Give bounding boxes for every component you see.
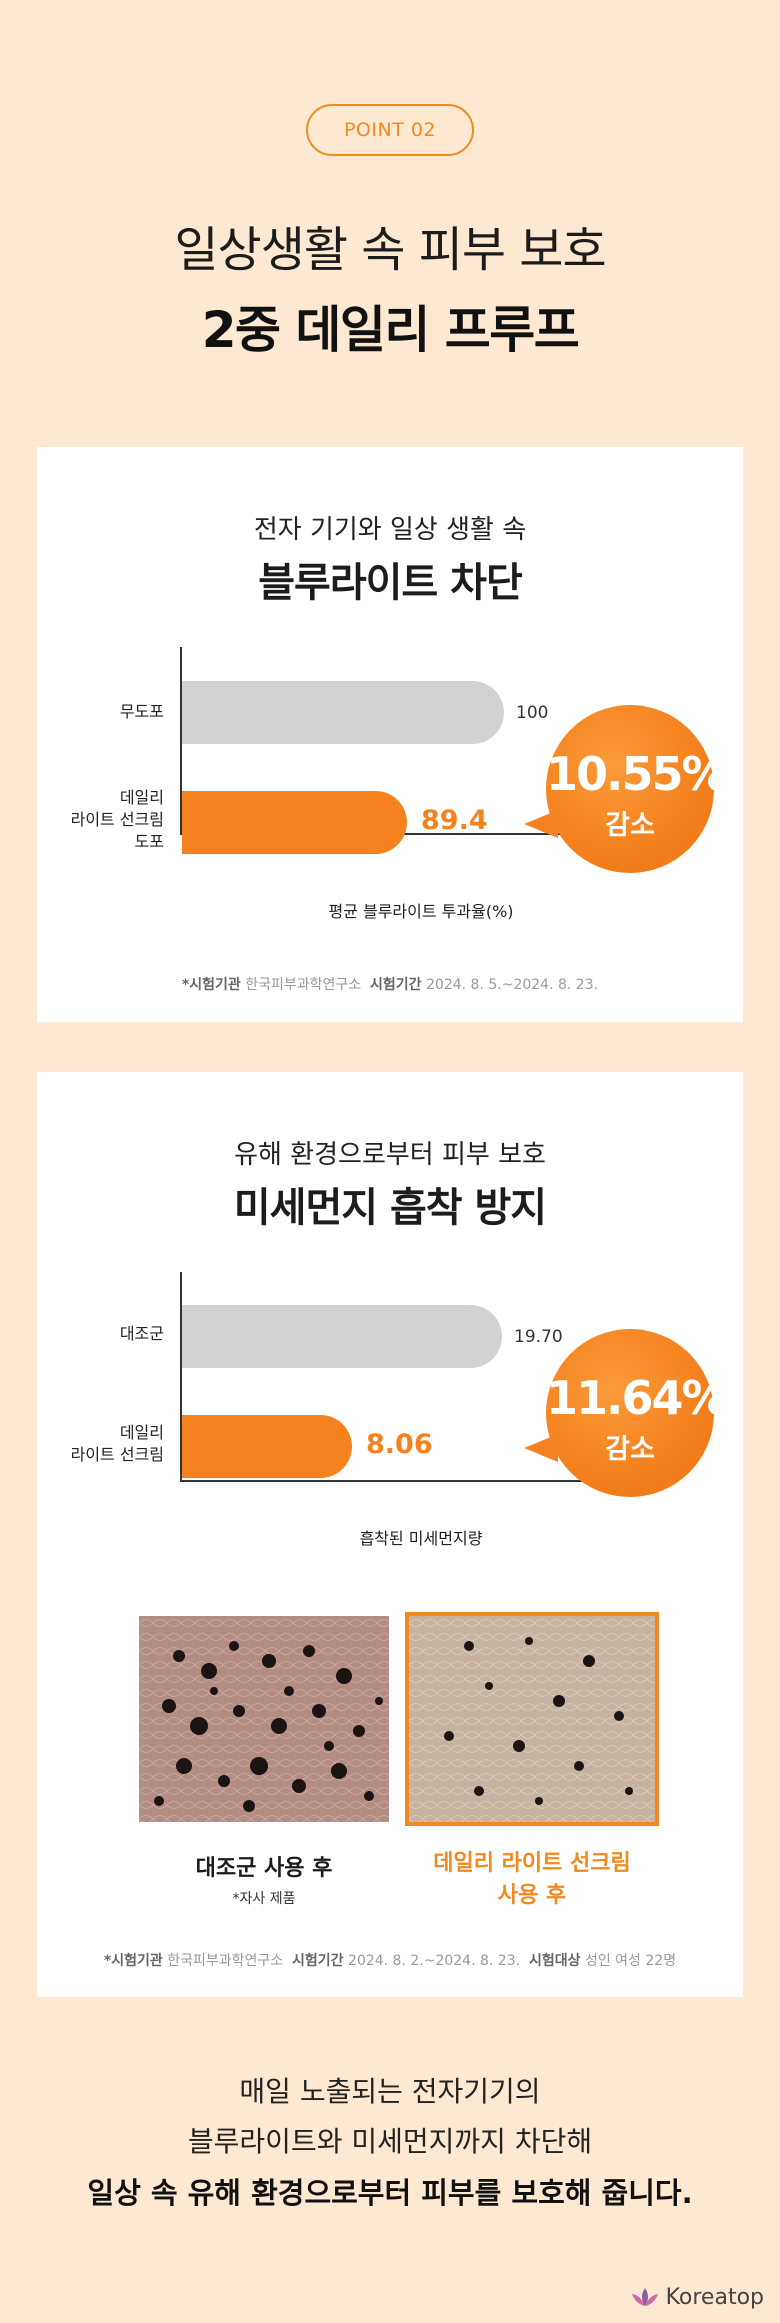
- footer-line1: 매일 노출되는 전자기기의: [239, 2075, 541, 2108]
- control-photo-note: *자사 제품: [232, 1891, 296, 1907]
- card2-category-label-1: 데일리 라이트 선크림: [70, 1423, 164, 1464]
- card2-value-label-1: 8.06: [366, 1429, 433, 1460]
- brand-logo: Koreatop: [630, 2285, 764, 2310]
- sunscreen-photo-caption: 데일리 라이트 선크림 사용 후: [433, 1851, 631, 1908]
- card2-x-caption: 흡착된 미세먼지량: [359, 1529, 483, 1548]
- card2-subtitle: 유해 환경으로부터 피부 보호: [234, 1140, 546, 1170]
- card1-value-label-1: 89.4: [421, 805, 488, 836]
- card1-category-label-1: 데일리 라이트 선크림 도포: [70, 788, 164, 851]
- card2-bar-1: [182, 1415, 352, 1478]
- card1-bar-1: [182, 791, 407, 854]
- card2-y-axis: [180, 1272, 182, 1482]
- card1-x-caption: 평균 블루라이트 투과율(%): [328, 902, 514, 921]
- control-skin-photo: [139, 1616, 389, 1822]
- card1-title: 블루라이트 차단: [258, 560, 523, 606]
- footer-line3: 일상 속 유해 환경으로부터 피부를 보호해 줍니다.: [87, 2176, 693, 2210]
- point-badge: POINT 02: [306, 104, 474, 156]
- card1-subtitle: 전자 기기와 일상 생활 속: [253, 515, 527, 545]
- card2-chart: 대조군 데일리 라이트 선크림 19.70 8.06 11.64% 감소 흡착된…: [37, 1072, 743, 1572]
- control-photo-caption: 대조군 사용 후: [195, 1856, 333, 1881]
- blue-light-card: 전자 기기와 일상 생활 속 블루라이트 차단 무도포 데일리 라이트 선크림 …: [37, 447, 743, 1022]
- card1-reduction-bubble: 10.55% 감소: [546, 705, 728, 873]
- card2-reduction-bubble: 11.64% 감소: [546, 1329, 728, 1497]
- card2-title: 미세먼지 흡착 방지: [233, 1185, 547, 1231]
- card2-reduction-label: 감소: [605, 1434, 655, 1465]
- card2-category-label-0: 대조군: [119, 1324, 164, 1343]
- card1-x-axis: [180, 833, 662, 835]
- card1-reduction-value: 10.55%: [546, 747, 728, 801]
- card1-y-axis: [180, 647, 182, 835]
- card1-test-note: *시험기관 한국피부과학연구소 시험기간 2024. 8. 5.~2024. 8…: [181, 977, 599, 993]
- footer-line2: 블루라이트와 미세먼지까지 차단해: [187, 2125, 593, 2158]
- fine-dust-card: 유해 환경으로부터 피부 보호 미세먼지 흡착 방지 대조군 데일리 라이트 선…: [37, 1072, 743, 1997]
- lotus-icon: [631, 2287, 658, 2306]
- card2-reduction-value: 11.64%: [546, 1371, 728, 1425]
- card2-test-note: *시험기관 한국피부과학연구소 시험기간 2024. 8. 2.~2024. 8…: [103, 1953, 677, 1969]
- card1-chart: 무도포 데일리 라이트 선크림 도포 100 89.4 10.55% 감소 평균…: [37, 447, 743, 1022]
- card2-value-label-0: 19.70: [514, 1327, 563, 1347]
- card1-category-label-0: 무도포: [119, 702, 164, 721]
- card1-bar-0: [182, 681, 504, 744]
- card1-value-label-0: 100: [516, 703, 549, 723]
- card1-reduction-label: 감소: [605, 810, 655, 841]
- card2-bar-0: [182, 1305, 502, 1368]
- sunscreen-skin-photo: [405, 1612, 659, 1826]
- headline-line1: 일상생활 속 피부 보호: [174, 222, 606, 278]
- card2-x-axis: [180, 1480, 662, 1482]
- headline-line2: 2중 데일리 프루프: [201, 301, 580, 359]
- brand-logo-text: Koreatop: [665, 2285, 764, 2310]
